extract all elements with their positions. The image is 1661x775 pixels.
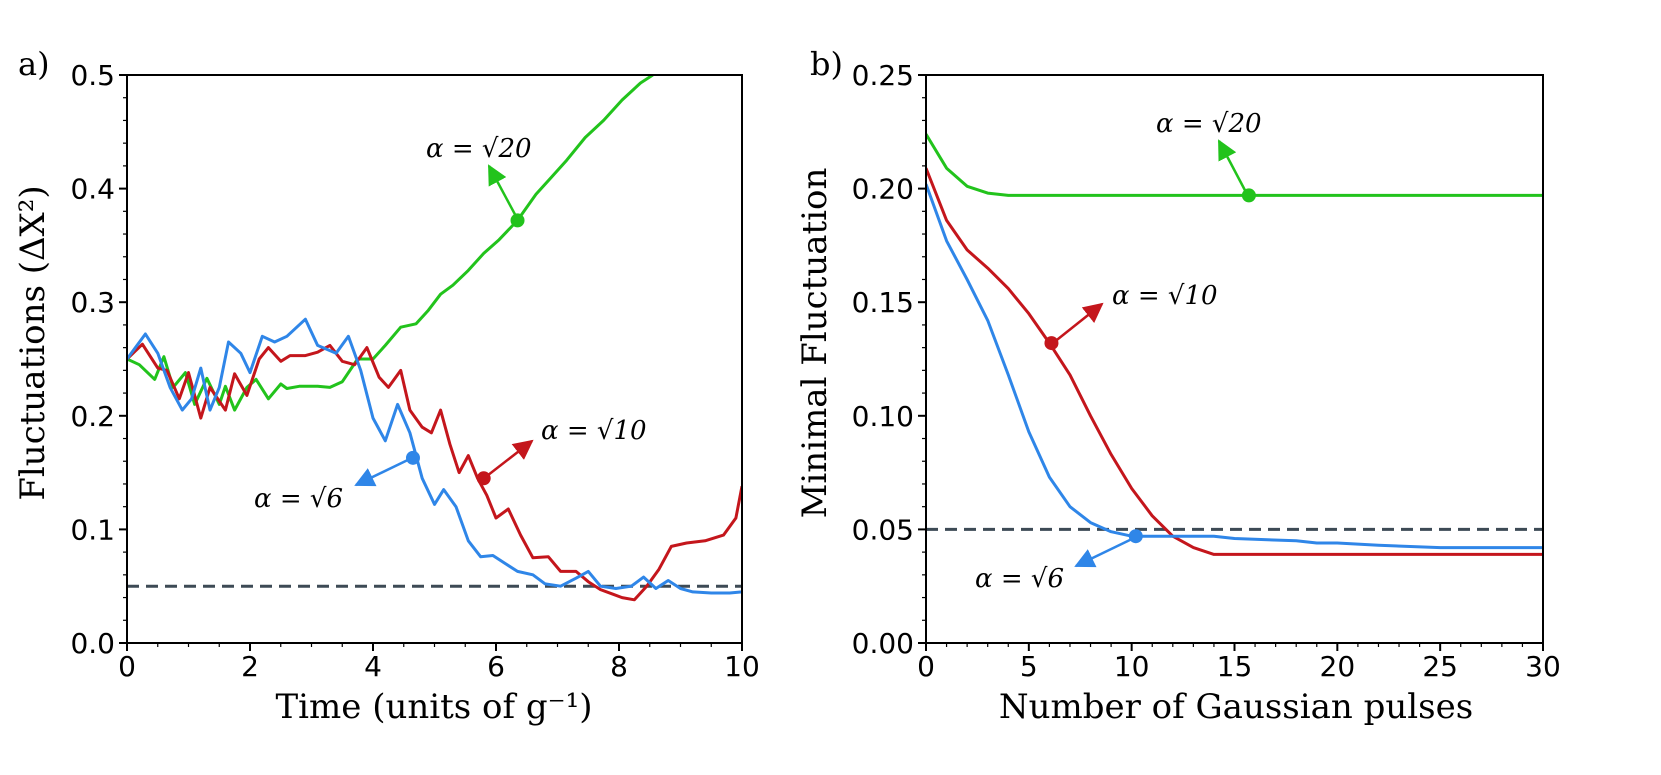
axes-frame bbox=[925, 74, 1544, 644]
series-line-1 bbox=[127, 342, 742, 602]
x-tick-label: 0 bbox=[917, 650, 935, 683]
y-tick-label: 0.10 bbox=[852, 400, 914, 433]
annotation-arrow-0 bbox=[487, 164, 520, 221]
series-line-2 bbox=[926, 183, 1543, 550]
annotation-label-1: α = √10 bbox=[1112, 281, 1218, 311]
series-marker-1 bbox=[1044, 336, 1059, 351]
annotation-arrow-1 bbox=[1052, 302, 1104, 344]
x-tick-label: 6 bbox=[487, 650, 505, 683]
x-tick-label: 2 bbox=[241, 650, 259, 683]
annotation-arrow-1 bbox=[482, 439, 534, 480]
y-tick-label: 0.0 bbox=[70, 627, 115, 660]
series-line-0 bbox=[127, 75, 654, 412]
annotation-arrow-2 bbox=[354, 455, 415, 487]
panel-a-xlabel: Time (units of g⁻¹) bbox=[275, 687, 592, 727]
x-tick-label: 30 bbox=[1525, 650, 1561, 683]
series-line-2 bbox=[127, 317, 742, 595]
x-tick-label: 25 bbox=[1422, 650, 1458, 683]
panel-a-ylabel: Fluctuations (ΔX²) bbox=[13, 185, 53, 500]
y-tick-label: 0.05 bbox=[852, 513, 914, 546]
annotation-arrow-0 bbox=[1217, 139, 1250, 197]
series-marker-2 bbox=[405, 450, 420, 465]
annotation-label-2: α = √6 bbox=[975, 564, 1064, 594]
x-tick-label: 0 bbox=[118, 650, 136, 683]
y-tick-label: 0.3 bbox=[70, 286, 115, 319]
y-tick-label: 0.15 bbox=[852, 286, 914, 319]
annotation-arrow-2 bbox=[1074, 536, 1135, 568]
panel-a-label: a) bbox=[18, 45, 50, 83]
panel-a: a) Fluctuations (ΔX²) Time (units of g⁻¹… bbox=[13, 45, 760, 727]
series-marker-0 bbox=[1241, 188, 1256, 203]
series-marker-1 bbox=[476, 471, 491, 486]
panel-b-plot-area: α = √20 α = √10 α = √6 0 5 10 15 20 25 30 0.00 0.05… bbox=[852, 59, 1561, 683]
x-tick-label: 4 bbox=[364, 650, 382, 683]
annotation-label-0: α = √20 bbox=[426, 134, 532, 164]
panel-a-plot-area: α = √20 α = √10 α = √6 0 2 4 6 8 10 0.0 0.1 0.2 0.3 0… bbox=[70, 59, 759, 683]
series-marker-2 bbox=[1128, 529, 1143, 544]
panel-b-label: b) bbox=[810, 45, 843, 83]
x-tick-label: 20 bbox=[1320, 650, 1356, 683]
y-tick-label: 0.20 bbox=[852, 173, 914, 206]
y-tick-label: 0.2 bbox=[70, 400, 115, 433]
x-tick-label: 10 bbox=[724, 650, 760, 683]
y-tick-label: 0.4 bbox=[70, 173, 115, 206]
y-tick-label: 0.25 bbox=[852, 59, 914, 92]
series-marker-0 bbox=[510, 213, 525, 228]
x-tick-label: 5 bbox=[1020, 650, 1038, 683]
y-tick-label: 0.00 bbox=[852, 627, 914, 660]
series-line-0 bbox=[926, 133, 1543, 197]
annotation-label-1: α = √10 bbox=[541, 416, 647, 446]
y-tick-label: 0.1 bbox=[70, 513, 115, 546]
y-tick-label: 0.5 bbox=[70, 59, 115, 92]
annotation-label-2: α = √6 bbox=[254, 484, 343, 514]
annotation-label-0: α = √20 bbox=[1156, 109, 1262, 139]
panel-b-xlabel: Number of Gaussian pulses bbox=[999, 687, 1473, 727]
x-tick-label: 10 bbox=[1114, 650, 1150, 683]
x-tick-label: 15 bbox=[1217, 650, 1253, 683]
panel-b-ylabel: Minimal Fluctuation bbox=[795, 168, 835, 519]
panel-b: b) Minimal Fluctuation Number of Gaussia… bbox=[795, 45, 1561, 727]
series-line-1 bbox=[926, 167, 1543, 556]
x-tick-label: 8 bbox=[610, 650, 628, 683]
